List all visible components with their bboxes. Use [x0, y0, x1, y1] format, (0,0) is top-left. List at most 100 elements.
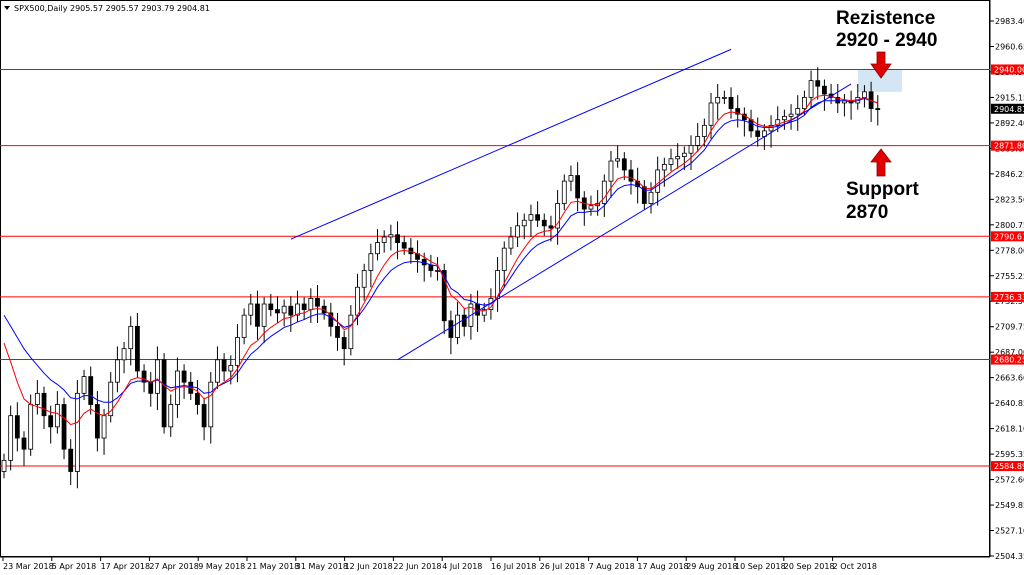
channel-line-upper [290, 48, 732, 240]
x-tick-label: 17 Apr 2018 [101, 562, 150, 571]
candle [368, 243, 374, 288]
candle-body-down [541, 219, 547, 227]
candle-body-down [395, 234, 400, 243]
candle [248, 293, 254, 326]
candle [88, 366, 94, 415]
candle [481, 302, 487, 322]
candle-body-up [121, 348, 127, 361]
candle-body-down [14, 415, 20, 439]
candle [375, 229, 380, 261]
candle-body-down [735, 108, 741, 115]
y-tick-label: 2983.40 [995, 17, 1024, 26]
candle-body-up [114, 359, 120, 383]
candle-body-up [768, 124, 774, 132]
y-tick-label: 2687.00 [995, 348, 1024, 357]
candle [201, 397, 207, 441]
resistance-title: Rezistence [836, 8, 935, 29]
y-tick-label: 2755.25 [995, 272, 1024, 281]
candle-body-down [41, 392, 47, 417]
candle [515, 212, 520, 248]
candle [535, 201, 540, 227]
candle [795, 95, 801, 131]
candle-body-up [8, 415, 14, 461]
candle [388, 224, 394, 251]
candle-body-down [88, 376, 94, 405]
candle [701, 118, 707, 147]
candle-body-up [521, 219, 527, 227]
candle [875, 95, 881, 126]
support-title: Support [846, 179, 919, 200]
candle [341, 330, 347, 366]
candle [1, 453, 7, 479]
candle-body-down [448, 320, 454, 338]
candle-body-down [335, 325, 340, 338]
level-box-1 [991, 140, 1024, 151]
candle-body-down [461, 314, 467, 327]
candle [54, 391, 60, 434]
candle-body-down [61, 404, 67, 450]
candle [548, 215, 554, 242]
candle [501, 241, 507, 288]
x-tick-label: 21 May 2018 [247, 562, 299, 571]
plot-area[interactable] [0, 0, 990, 557]
resistance-zone [858, 69, 902, 92]
candle-body-up [34, 392, 40, 405]
y-axis-ticks: 2983.402960.652937.902915.152892.402869.… [990, 17, 1024, 561]
candle [215, 346, 220, 389]
candle [555, 190, 561, 245]
candle-body-up [355, 286, 360, 316]
candle-body-down [755, 130, 761, 137]
level-label-3: 2736.33 [994, 293, 1024, 302]
candle-body-up [668, 158, 674, 165]
candle [621, 152, 627, 181]
y-tick-label: 2800.75 [995, 221, 1024, 230]
candle [161, 353, 167, 434]
candle-body-down [822, 85, 827, 95]
y-tick-label: 2527.10 [995, 527, 1024, 536]
candle [288, 296, 294, 332]
candle-body-up [808, 80, 814, 98]
candle-body-up [561, 180, 567, 204]
candle [568, 165, 574, 192]
candle-body-up [168, 404, 174, 428]
channel-lines [290, 48, 852, 361]
candle-body-down [315, 298, 320, 307]
level-label-1: 2871.80 [994, 142, 1024, 151]
x-tick-label: 10 Sep 2018 [735, 562, 786, 571]
candle [41, 386, 47, 430]
x-tick-label: 26 Jul 2018 [540, 562, 585, 571]
horizontal-levels [0, 68, 990, 467]
candle [615, 145, 621, 168]
candle-body-up [802, 96, 807, 109]
candle [781, 109, 787, 130]
candle-body-down [195, 392, 200, 405]
candle-body-up [28, 404, 34, 450]
candle-body-down [201, 404, 207, 428]
candle [328, 302, 334, 337]
y-tick-label: 2618.10 [995, 425, 1024, 434]
candle [74, 379, 80, 489]
resistance-arrow-icon [870, 51, 892, 79]
x-tick-label: 4 Jul 2018 [442, 562, 482, 571]
candle [121, 341, 127, 374]
x-tick-label: 23 Mar 2018 [3, 562, 54, 571]
symbol-dropdown-icon[interactable] [4, 6, 10, 10]
level-box-3 [991, 291, 1024, 302]
candle-body-down [181, 370, 187, 383]
candle-body-down [535, 214, 540, 221]
candle-body-up [368, 253, 374, 271]
current-price-box [991, 103, 1024, 114]
candle-body-up [708, 102, 714, 126]
candle-body-up [295, 303, 300, 316]
candle-body-up [608, 160, 614, 182]
candle [34, 379, 40, 415]
candle [255, 290, 260, 340]
x-tick-label: 5 Apr 2018 [52, 562, 96, 571]
candle [668, 148, 674, 172]
candle [401, 235, 407, 255]
candle-body-up [555, 203, 561, 229]
candle-body-up [515, 225, 520, 238]
candle-body-up [588, 205, 594, 210]
